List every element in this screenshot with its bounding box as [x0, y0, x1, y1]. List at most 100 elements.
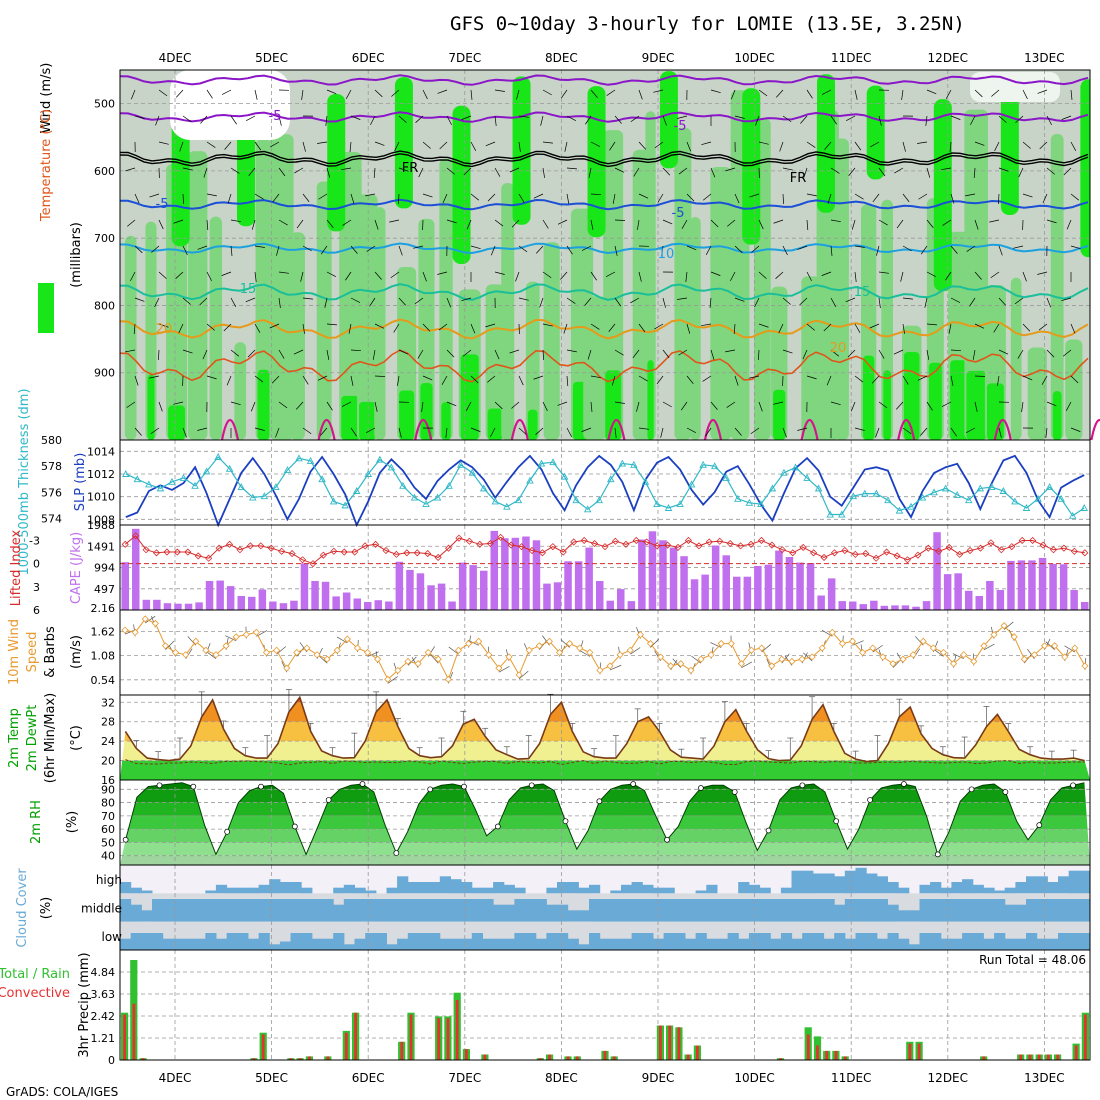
wind-barb	[317, 375, 328, 381]
wind-barb	[734, 297, 745, 302]
thickness-point	[826, 510, 834, 518]
cloud-cell	[716, 938, 729, 950]
precip-conv-bar	[548, 1054, 551, 1060]
wind-barb	[566, 427, 572, 438]
li-point	[830, 549, 839, 557]
wind-barb	[125, 349, 136, 353]
rh-high-patch	[866, 85, 885, 180]
wind-speed-point	[808, 653, 816, 661]
top-date-label: 6DEC	[352, 51, 385, 65]
wind-barb	[422, 89, 428, 100]
wind-barb	[390, 271, 400, 279]
cloud-cell	[130, 933, 142, 950]
cloud-cell	[684, 938, 697, 950]
wind-barb	[349, 141, 352, 152]
cloud-cell	[205, 899, 217, 922]
thickness-line	[125, 456, 1085, 517]
wind-barb	[758, 271, 767, 279]
wind-barb	[302, 193, 310, 203]
li-point	[914, 551, 922, 559]
cloud-cell	[365, 933, 377, 950]
li-point	[382, 546, 390, 555]
li-point	[246, 542, 254, 550]
cloud-cell	[780, 933, 793, 950]
rh-mid-column	[1010, 277, 1022, 440]
li-point	[591, 539, 599, 548]
contour-line	[120, 283, 1089, 301]
cape-bar	[1070, 590, 1078, 610]
li-point	[903, 556, 912, 564]
wind-barb	[878, 271, 889, 274]
wind-barb	[974, 89, 983, 98]
thickness-point	[364, 470, 373, 477]
wind-barb	[1003, 621, 1014, 630]
cape-bar	[1028, 560, 1036, 610]
wind-speed-point	[343, 635, 351, 643]
precip-conv-bar	[344, 1032, 348, 1060]
li-point	[601, 543, 609, 551]
wind-barb	[830, 401, 841, 406]
thickness-axis-label: 1000-500mb Thickness (dm)	[17, 388, 32, 575]
li-point	[152, 549, 161, 557]
wind-speed-point	[1051, 642, 1059, 650]
cape-bar	[648, 531, 657, 610]
cape-bar	[870, 600, 878, 610]
wind-speed-point	[970, 657, 978, 666]
contour-line	[120, 198, 1089, 211]
wind-barb	[516, 89, 520, 100]
wind-barb	[950, 349, 962, 352]
wind-speed-point	[465, 639, 473, 648]
wind-speed-point	[636, 631, 644, 639]
cloud-cell	[823, 899, 835, 922]
wind-barb	[614, 297, 622, 307]
li-point	[674, 543, 682, 551]
wind-barb	[969, 297, 976, 307]
wind-barb	[710, 89, 721, 94]
cape-bar	[711, 545, 720, 610]
rh-high-patch	[452, 105, 471, 264]
cloud-cell	[653, 887, 665, 894]
temp-tick: 28	[101, 716, 115, 729]
li-point	[862, 550, 870, 558]
thickness-point	[249, 493, 257, 501]
cloud-cell	[738, 938, 750, 950]
precip-conv-bar	[326, 1056, 330, 1060]
wind-barb	[350, 427, 357, 437]
cloud-cell	[621, 899, 633, 922]
wind-barb	[1021, 401, 1024, 412]
precip-conv-bar	[686, 1054, 690, 1060]
precip-conv-bar	[834, 1050, 838, 1060]
wind-barb	[854, 375, 864, 383]
wind-barb	[614, 167, 625, 173]
cloud-cell	[631, 933, 643, 950]
cloud-cell	[759, 933, 771, 950]
wind-barb	[463, 167, 472, 176]
wind-barb	[317, 141, 328, 144]
contour-label: FR	[402, 161, 419, 176]
cloud-cell	[919, 933, 931, 950]
cape-bar	[279, 603, 288, 610]
bottom-date-label: 13DEC	[1024, 1071, 1064, 1085]
wind-barb	[773, 401, 784, 405]
wind-barb	[341, 167, 352, 171]
li-point	[893, 552, 901, 560]
wind-speed-point	[1040, 642, 1049, 650]
cloud-cell	[354, 887, 366, 894]
cloud-cell	[141, 890, 153, 894]
cloud-cell	[951, 882, 963, 894]
wind-barb	[245, 297, 256, 303]
rh-units-label: (%)	[65, 811, 80, 834]
bottom-date-label: 12DEC	[928, 1071, 968, 1085]
wind-speed-point	[990, 631, 998, 639]
wind-speed-point	[323, 655, 331, 663]
rh-high-column	[257, 369, 270, 440]
precip-conv-bar	[612, 1056, 616, 1060]
cloud-cell	[834, 933, 846, 950]
wind-speed-point	[293, 648, 301, 657]
wind-barb	[847, 349, 856, 358]
wind-barb	[579, 650, 591, 657]
wind-barb	[445, 427, 448, 438]
wind-speed-point	[495, 664, 503, 672]
wind-barb	[296, 646, 305, 657]
wind-barb	[130, 271, 136, 282]
